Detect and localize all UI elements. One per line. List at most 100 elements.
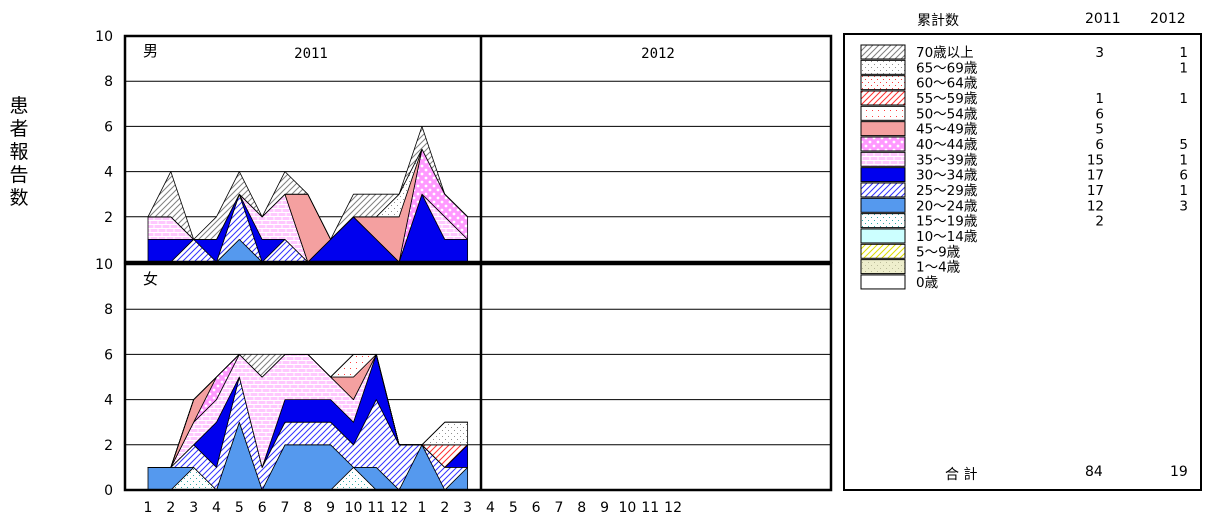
x-tick-label: 6 — [532, 500, 541, 515]
y-tick-label: 2 — [104, 438, 113, 454]
legend-item-label: 55～59歳 — [916, 91, 978, 107]
x-tick-label: 10 — [345, 500, 363, 515]
legend-swatch — [860, 105, 906, 121]
y-tick-label: 6 — [104, 347, 113, 363]
x-tick-label: 9 — [600, 500, 609, 515]
legend-count-2012: 5 — [1179, 137, 1188, 153]
legend-swatch — [860, 75, 906, 91]
x-tick-label: 5 — [509, 500, 518, 515]
x-tick-label: 1 — [144, 500, 153, 515]
legend-item-label: 5～9歳 — [916, 244, 961, 260]
legend-swatch — [860, 274, 906, 290]
male-panel: 男 2011 2012 — [123, 34, 833, 264]
area-female-70歳以上 — [147, 354, 469, 468]
y-tick-label: 10 — [95, 257, 113, 273]
x-tick-label: 2 — [440, 500, 449, 515]
legend-total-2011: 84 — [1085, 464, 1103, 480]
x-tick-label: 2 — [166, 500, 175, 515]
legend-swatch — [860, 259, 906, 275]
area-male-70歳以上 — [147, 126, 469, 240]
x-tick-label: 4 — [486, 500, 495, 515]
legend-count-2012: 1 — [1179, 60, 1188, 76]
legend-count-2011: 15 — [1087, 152, 1104, 168]
legend-item-label: 10～14歳 — [916, 229, 978, 245]
legend-item-label: 30～34歳 — [916, 168, 978, 184]
panel-label-male: 男 — [143, 42, 158, 60]
legend-total-label: 合 計 — [945, 467, 978, 483]
y-tick-label: 10 — [95, 29, 113, 45]
legend-swatch — [860, 197, 906, 213]
y-tick-label: 4 — [104, 393, 113, 409]
legend-header-2012: 2012 — [1150, 11, 1186, 27]
x-tick-label: 3 — [189, 500, 198, 515]
legend-item-label: 50～54歳 — [916, 106, 978, 122]
legend-item-label: 35～39歳 — [916, 152, 978, 168]
x-tick-label: 11 — [367, 500, 385, 515]
year-label-2011: 2011 — [294, 46, 328, 62]
legend-item-label: 20～24歳 — [916, 198, 978, 214]
legend-item-label: 70歳以上 — [916, 45, 974, 61]
legend-count-2011: 5 — [1095, 122, 1104, 138]
y-tick-label: 8 — [104, 302, 113, 318]
legend-swatch — [860, 151, 906, 167]
legend-item-label: 15～19歳 — [916, 214, 978, 230]
legend-header-label: 累計数 — [917, 13, 959, 29]
x-tick-label: 3 — [463, 500, 472, 515]
legend-count-2011: 17 — [1087, 183, 1104, 199]
legend-item-label: 60～64歳 — [916, 76, 978, 92]
x-tick-label: 9 — [326, 500, 335, 515]
legend-swatch — [860, 243, 906, 259]
legend-count-2011: 12 — [1087, 198, 1104, 214]
legend-swatch — [860, 59, 906, 75]
legend-count-2011: 6 — [1095, 137, 1104, 153]
legend-swatch — [860, 182, 906, 198]
legend-swatch — [860, 121, 906, 137]
legend-count-2012: 1 — [1179, 45, 1188, 61]
legend-swatch — [860, 228, 906, 244]
x-tick-label: 7 — [281, 500, 290, 515]
stacked-area-chart: 1 2 3 4 5 6 7 8 9 10 11 12 1 2 3 4 5 6 7 8 9 10 11 12男 2011 20122… — [95, 29, 833, 515]
legend-swatch — [860, 213, 906, 229]
female-panel: 女 — [123, 262, 833, 492]
legend-item-label: 65～69歳 — [916, 60, 978, 76]
legend-total-2012: 19 — [1170, 464, 1188, 480]
y-tick-label: 4 — [104, 165, 113, 181]
x-tick-label: 8 — [303, 500, 312, 515]
legend-header-2011: 2011 — [1085, 11, 1121, 27]
panel-label-female: 女 — [143, 270, 158, 288]
legend-item-label: 40～44歳 — [916, 137, 978, 153]
legend-swatch — [860, 167, 906, 183]
legend-count-2012: 1 — [1179, 183, 1188, 199]
year-label-2012: 2012 — [641, 46, 675, 62]
x-tick-label: 5 — [235, 500, 244, 515]
legend-count-2011: 3 — [1095, 45, 1104, 61]
legend-item-label: 1～4歳 — [916, 260, 961, 276]
legend-count-2011: 2 — [1095, 214, 1104, 230]
legend-item-label: 45～49歳 — [916, 122, 978, 138]
legend-count-2012: 3 — [1179, 198, 1188, 214]
x-tick-label: 7 — [554, 500, 563, 515]
legend-swatch — [860, 44, 906, 60]
legend-count-2011: 17 — [1087, 168, 1104, 184]
y-tick-label: 0 — [104, 483, 113, 499]
legend-swatch — [860, 136, 906, 152]
legend-count-2011: 1 — [1095, 91, 1104, 107]
x-tick-label: 6 — [258, 500, 267, 515]
y-axis-label: 患者報告数 — [9, 95, 29, 209]
legend-count-2012: 6 — [1179, 168, 1188, 184]
x-tick-label: 1 — [417, 500, 426, 515]
legend-box — [843, 33, 1202, 491]
x-tick-label: 11 — [641, 500, 659, 515]
legend-swatch — [860, 90, 906, 106]
x-tick-label: 12 — [390, 500, 408, 515]
y-tick-label: 8 — [104, 74, 113, 90]
legend-item-label: 0歳 — [916, 275, 939, 291]
y-tick-label: 2 — [104, 210, 113, 226]
legend-item-label: 25～29歳 — [916, 183, 978, 199]
legend-count-2011: 6 — [1095, 106, 1104, 122]
y-tick-label: 6 — [104, 119, 113, 135]
x-tick-label: 10 — [619, 500, 637, 515]
x-tick-label: 4 — [212, 500, 221, 515]
legend-count-2012: 1 — [1179, 91, 1188, 107]
